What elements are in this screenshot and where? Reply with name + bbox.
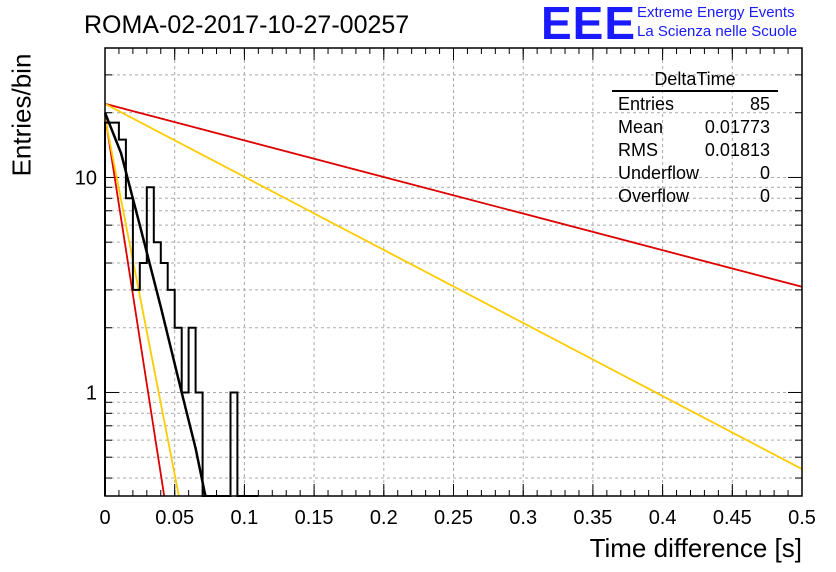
y-tick-label: 10 (75, 167, 97, 189)
fit-curve (104, 102, 803, 288)
stats-value: 0 (759, 163, 770, 183)
eee-logo: EEE Extreme Energy Events La Scienza nel… (541, 0, 833, 49)
x-axis-ticks: 0 0.05 0.1 0.15 0.2 0.25 0.3 0.35 0.4 0.45 0.5 (99, 48, 816, 529)
stats-row-overflow: Overflow 0 (612, 185, 780, 208)
fit-curve (104, 117, 180, 497)
x-axis-label: Time difference [s] (589, 533, 802, 563)
stats-label: RMS (618, 140, 658, 160)
x-tick-label: 0.1 (230, 507, 258, 529)
stats-value: 85 (749, 94, 770, 114)
stats-row-underflow: Underflow 0 (612, 162, 780, 185)
stats-label: Entries (618, 94, 675, 114)
fit-curve (104, 114, 166, 497)
run-title: ROMA-02-2017-10-27-00257 (84, 11, 410, 39)
fit-curves (103, 102, 803, 497)
x-tick-label: 0 (99, 507, 110, 529)
x-tick-label: 0.45 (713, 507, 752, 529)
x-tick-label: 0.5 (788, 507, 816, 529)
stats-value: 0.01813 (704, 140, 770, 160)
histogram-bin (189, 328, 196, 496)
eee-logo-mark: EEE (541, 0, 637, 49)
logo-line-1: Extreme Energy Events (637, 4, 795, 21)
histogram-bin (161, 263, 168, 496)
x-tick-label: 0.4 (649, 507, 677, 529)
stats-value: 0.01773 (704, 117, 770, 137)
stats-box: DeltaTime Entries 85 Mean 0.01773 RMS 0.… (612, 68, 780, 208)
stats-title: DeltaTime (612, 68, 778, 92)
stats-label: Overflow (618, 186, 690, 206)
fit-curve (104, 103, 803, 470)
x-tick-label: 0.05 (155, 507, 194, 529)
y-tick-label: 1 (86, 382, 97, 404)
histogram-bin (230, 392, 237, 496)
x-tick-label: 0.15 (295, 507, 334, 529)
logo-line-2: La Scienza nelle Scuole (637, 23, 798, 40)
x-tick-label: 0.35 (573, 507, 612, 529)
stats-label: Mean (618, 117, 664, 137)
y-axis-ticks: 1 10 (75, 167, 97, 404)
x-tick-label: 0.2 (370, 507, 398, 529)
stats-value: 0 (759, 186, 770, 206)
fit-curve (103, 112, 207, 497)
histogram-bin (175, 328, 182, 496)
stats-label: Underflow (618, 163, 700, 183)
stats-row-rms: RMS 0.01813 (612, 139, 780, 162)
y-axis-label: Entries/bin (6, 53, 37, 177)
stats-row-mean: Mean 0.01773 (612, 116, 780, 139)
x-tick-label: 0.25 (434, 507, 473, 529)
x-tick-label: 0.3 (509, 507, 537, 529)
grid-lines (105, 47, 802, 496)
stats-row-entries: Entries 85 (612, 93, 780, 116)
